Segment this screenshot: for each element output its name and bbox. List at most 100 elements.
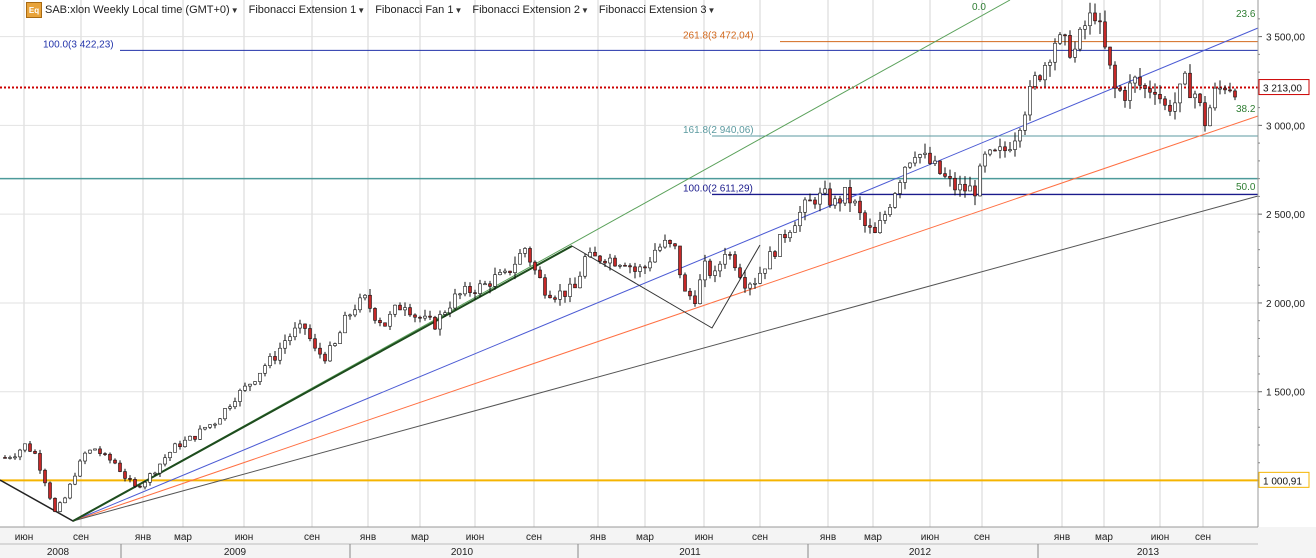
price-marker-label: 3 213,00 — [1263, 84, 1302, 95]
candle-body — [558, 290, 562, 300]
candle-body — [863, 212, 867, 226]
candle-body — [1158, 94, 1162, 100]
candle-body — [1168, 104, 1172, 112]
candle-body — [58, 502, 62, 512]
candle-body — [1218, 87, 1222, 90]
y-tick-label: 1 500,00 — [1266, 388, 1305, 399]
candle-body — [723, 254, 727, 265]
fib-extension-label: 161.8(2 940,06) — [683, 125, 754, 136]
candle-body — [278, 347, 282, 361]
candle-body — [663, 239, 667, 248]
candle-body — [298, 323, 302, 329]
candle-body — [1153, 91, 1157, 95]
candle-body — [363, 294, 367, 299]
candle-body — [958, 183, 962, 191]
candle-body — [603, 260, 607, 264]
candle-body — [408, 307, 412, 316]
candle-body — [43, 469, 47, 484]
candle-body — [1113, 64, 1117, 89]
fib-fan-label: 50.0 — [1236, 182, 1256, 193]
candle-body — [938, 160, 942, 174]
candle-body — [988, 149, 992, 155]
tool-fibonacci-extension-3[interactable]: Fibonacci Extension 3 ▼ — [599, 4, 716, 16]
chevron-down-icon: ▼ — [454, 5, 463, 15]
candle-body — [473, 292, 477, 294]
candle-body — [283, 340, 287, 349]
candle-body — [1048, 61, 1052, 66]
y-tick-label: 3 000,00 — [1266, 121, 1305, 132]
candle-body — [163, 457, 167, 465]
candle-body — [818, 192, 822, 205]
fib-fan-line — [72, 27, 1259, 522]
candle-body — [308, 328, 312, 340]
tool-fibonacci-extension-2[interactable]: Fibonacci Extension 2 ▼ — [472, 4, 589, 16]
candle-body — [1188, 72, 1192, 99]
candle-body — [393, 304, 397, 315]
candle-body — [693, 295, 697, 305]
candle-body — [93, 448, 97, 451]
candle-body — [33, 451, 37, 454]
x-month-label: мар — [864, 532, 882, 543]
eq-icon[interactable]: Eq — [26, 2, 42, 18]
candle-body — [998, 146, 1002, 151]
candle-body — [668, 239, 672, 245]
candle-body — [1203, 102, 1207, 127]
candle-body — [568, 283, 572, 297]
candle-body — [28, 443, 32, 452]
candle-body — [878, 220, 882, 234]
candle-body — [1063, 34, 1067, 37]
candle-body — [1198, 93, 1202, 103]
x-axis-area — [0, 527, 1316, 558]
candle-body — [873, 226, 877, 234]
tool-fibonacci-extension-1[interactable]: Fibonacci Extension 1 ▼ — [249, 4, 366, 16]
candle-body — [378, 320, 382, 324]
candle-body — [453, 293, 457, 309]
candle-body — [388, 313, 392, 327]
candle-body — [498, 272, 502, 276]
candle-body — [1043, 65, 1047, 81]
candle-body — [528, 248, 532, 263]
candle-body — [3, 457, 7, 459]
candle-body — [1148, 88, 1152, 93]
candle-body — [1118, 87, 1122, 91]
candle-body — [643, 266, 647, 269]
x-month-label: янв — [360, 532, 376, 543]
candle-body — [578, 275, 582, 289]
candle-body — [563, 290, 567, 297]
candle-body — [828, 188, 832, 206]
candle-body — [728, 254, 732, 256]
candle-body — [848, 187, 852, 204]
x-month-label: июн — [695, 532, 714, 543]
candle-body — [53, 497, 57, 512]
candle-body — [688, 290, 692, 297]
x-month-label: июн — [921, 532, 940, 543]
candle-body — [548, 294, 552, 299]
fib-extension-label: 100.0(2 611,29) — [683, 183, 753, 194]
candle-body — [703, 260, 707, 281]
candle-body — [263, 365, 267, 374]
candle-body — [673, 243, 677, 247]
candle-body — [1223, 87, 1227, 91]
x-month-label: сен — [1195, 532, 1211, 543]
x-year-label: 2011 — [679, 547, 701, 558]
candle-body — [733, 254, 737, 269]
candle-body — [648, 261, 652, 269]
candle-body — [908, 162, 912, 168]
symbol-selector[interactable]: SAB:xlon Weekly Local time (GMT+0) ▼ — [45, 4, 239, 16]
candle-body — [413, 314, 417, 318]
candle-body — [383, 322, 387, 327]
candle-body — [1093, 12, 1097, 22]
candle-body — [1208, 107, 1212, 127]
candle-body — [178, 443, 182, 447]
x-month-label: мар — [174, 532, 192, 543]
candle-body — [573, 283, 577, 289]
x-month-label: мар — [411, 532, 429, 543]
candle-body — [748, 283, 752, 289]
candle-body — [683, 274, 687, 292]
candle-body — [653, 249, 657, 263]
candle-body — [198, 428, 202, 440]
candle-body — [238, 390, 242, 402]
fib-extension-leg — [72, 245, 573, 522]
tool-fibonacci-fan-1[interactable]: Fibonacci Fan 1 ▼ — [375, 4, 462, 16]
